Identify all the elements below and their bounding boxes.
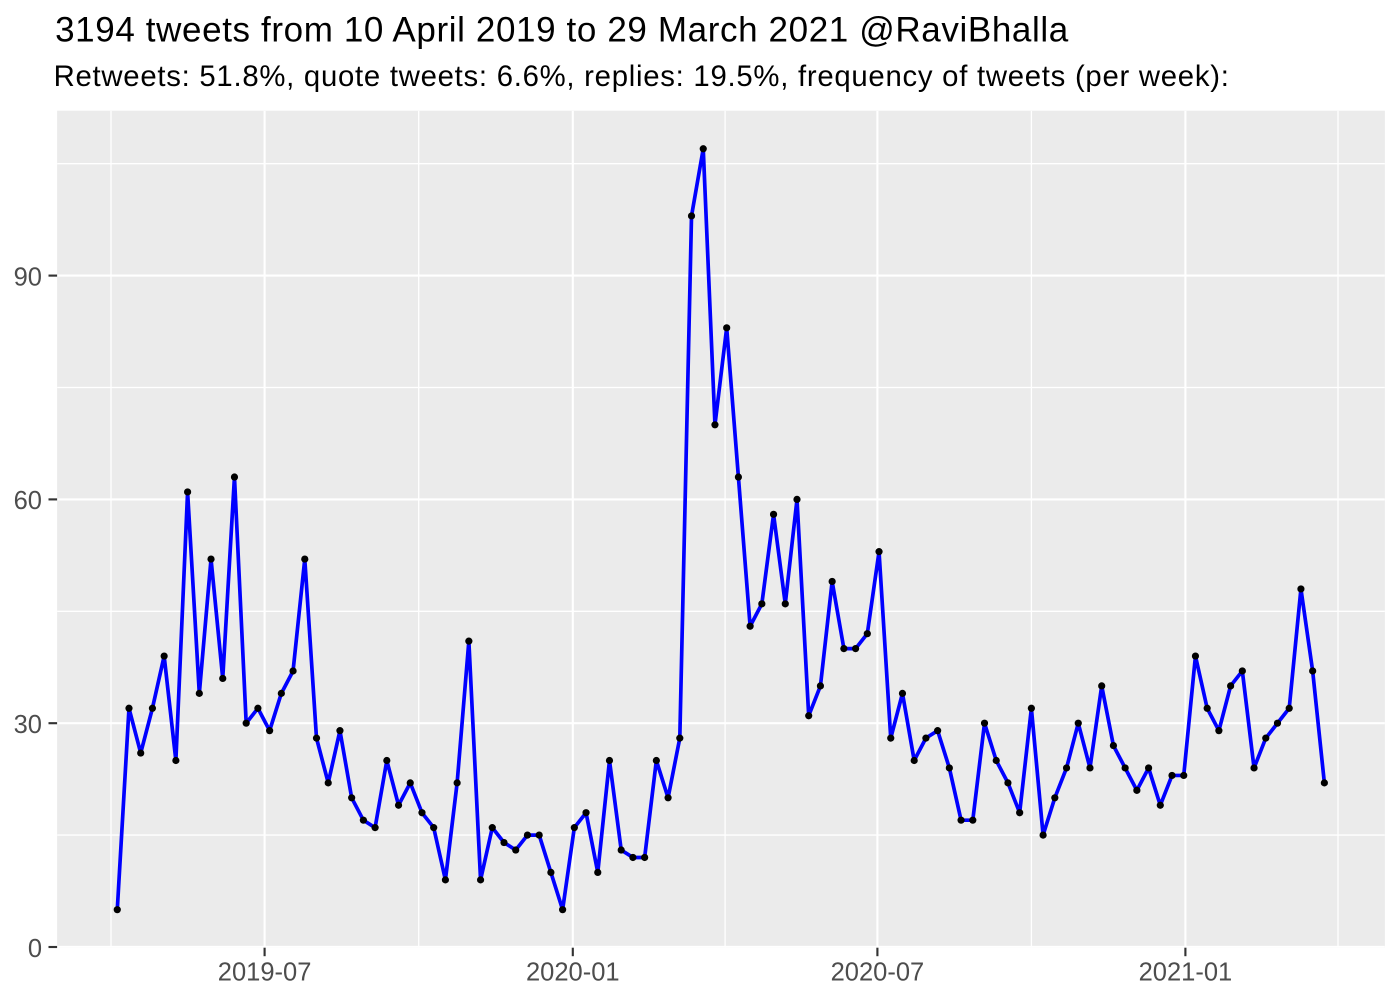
svg-text:2021-01: 2021-01 — [1139, 959, 1233, 987]
svg-text:30: 30 — [14, 711, 42, 739]
svg-text:90: 90 — [14, 263, 42, 291]
svg-text:Retweets: 51.8%, quote tweets:: Retweets: 51.8%, quote tweets: 6.6%, rep… — [54, 60, 1230, 93]
svg-text:0: 0 — [28, 935, 42, 963]
svg-text:60: 60 — [14, 487, 42, 515]
svg-text:2019-07: 2019-07 — [218, 959, 312, 987]
svg-text:2020-01: 2020-01 — [526, 959, 620, 987]
svg-text:3194 tweets from 10 April 2019: 3194 tweets from 10 April 2019 to 29 Mar… — [55, 11, 1069, 50]
svg-text:2020-07: 2020-07 — [831, 959, 925, 987]
